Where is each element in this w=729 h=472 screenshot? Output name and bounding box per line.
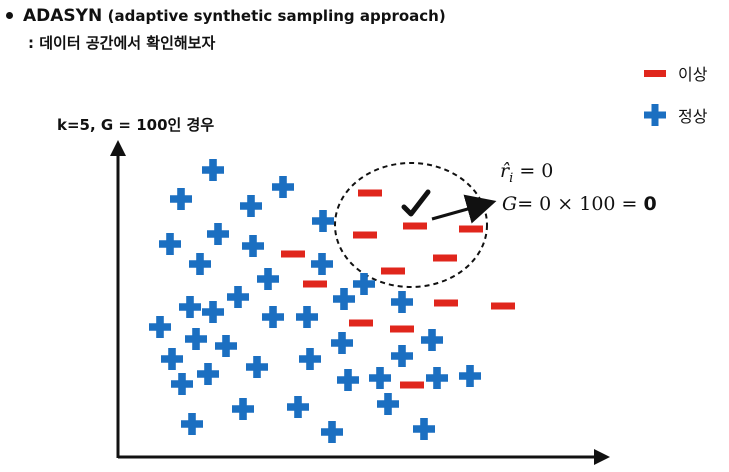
majority-plus-icon	[311, 253, 333, 275]
majority-plus-icon	[242, 235, 264, 257]
majority-plus-icon	[331, 332, 353, 354]
majority-plus-icon	[426, 367, 448, 389]
minority-minus-icon	[491, 302, 515, 310]
plus-icon	[640, 102, 670, 128]
data-points	[149, 159, 515, 443]
majority-plus-icon	[149, 316, 171, 338]
minority-minus-icon	[403, 222, 427, 230]
minus-icon	[640, 69, 670, 77]
minority-minus-icon	[390, 325, 414, 333]
axes	[110, 140, 610, 465]
minority-minus-icon	[349, 319, 373, 327]
neighborhood-circle	[334, 162, 488, 288]
majority-plus-icon	[171, 373, 193, 395]
majority-plus-icon	[333, 288, 355, 310]
minority-minus-icon	[281, 250, 305, 258]
r-hat-symbol: r̂i	[500, 160, 514, 186]
majority-plus-icon	[459, 365, 481, 387]
majority-plus-icon	[246, 356, 268, 378]
case-label: k=5, G = 100인 경우	[57, 116, 215, 134]
title-main: ADASYN	[23, 6, 103, 26]
majority-plus-icon	[240, 195, 262, 217]
r-hat-value: = 0	[519, 160, 554, 182]
majority-plus-icon	[377, 393, 399, 415]
legend-majority-label: 정상	[678, 107, 708, 126]
r-hat-equation: r̂i = 0	[500, 160, 553, 186]
minority-minus-icon	[303, 280, 327, 288]
majority-plus-icon	[312, 210, 334, 232]
minority-minus-icon	[358, 189, 382, 197]
legend-item-majority: 정상	[640, 104, 707, 126]
majority-plus-icon	[257, 268, 279, 290]
annotation-arrow	[431, 194, 497, 224]
majority-plus-icon	[296, 306, 318, 328]
majority-plus-icon	[215, 335, 237, 357]
majority-plus-icon	[262, 306, 284, 328]
minority-minus-icon	[434, 299, 458, 307]
majority-plus-icon	[299, 348, 321, 370]
majority-plus-icon	[189, 253, 211, 275]
minority-minus-icon	[400, 381, 424, 389]
minority-minus-icon	[433, 254, 457, 262]
legend-item-minority: 이상	[640, 62, 707, 84]
majority-plus-icon	[369, 367, 391, 389]
bullet-icon	[6, 11, 13, 19]
minority-minus-icon	[381, 267, 405, 275]
slide-subtitle: : 데이터 공간에서 확인해보자	[28, 34, 216, 52]
g-symbol: G	[502, 193, 518, 215]
minority-minus-icon	[459, 225, 483, 233]
g-equation: G= 0 × 100 = 0	[502, 193, 657, 215]
majority-plus-icon	[179, 296, 201, 318]
majority-plus-icon	[207, 223, 229, 245]
minority-minus-icon	[353, 231, 377, 239]
majority-plus-icon	[413, 418, 435, 440]
majority-plus-icon	[391, 345, 413, 367]
majority-plus-icon	[159, 233, 181, 255]
majority-plus-icon	[185, 328, 207, 350]
legend-minority-label: 이상	[678, 65, 708, 84]
majority-plus-icon	[391, 291, 413, 313]
g-result: 0	[643, 193, 657, 215]
majority-plus-icon	[202, 159, 224, 181]
majority-plus-icon	[202, 301, 224, 323]
majority-plus-icon	[272, 176, 294, 198]
majority-plus-icon	[170, 188, 192, 210]
g-expression: = 0 × 100 =	[517, 193, 644, 215]
majority-plus-icon	[287, 396, 309, 418]
x-axis-arrow-icon	[594, 449, 610, 465]
legend: 이상 정상	[640, 62, 707, 146]
majority-plus-icon	[421, 329, 443, 351]
checkmark-icon	[401, 189, 431, 217]
majority-plus-icon	[197, 363, 219, 385]
y-axis-arrow-icon	[110, 140, 126, 156]
majority-plus-icon	[227, 286, 249, 308]
title-description: (adaptive synthetic sampling approach)	[107, 7, 446, 25]
majority-plus-icon	[321, 421, 343, 443]
majority-plus-icon	[353, 273, 375, 295]
slide-title: ADASYN (adaptive synthetic sampling appr…	[2, 6, 446, 26]
majority-plus-icon	[337, 369, 359, 391]
majority-plus-icon	[181, 413, 203, 435]
majority-plus-icon	[232, 398, 254, 420]
majority-plus-icon	[161, 348, 183, 370]
